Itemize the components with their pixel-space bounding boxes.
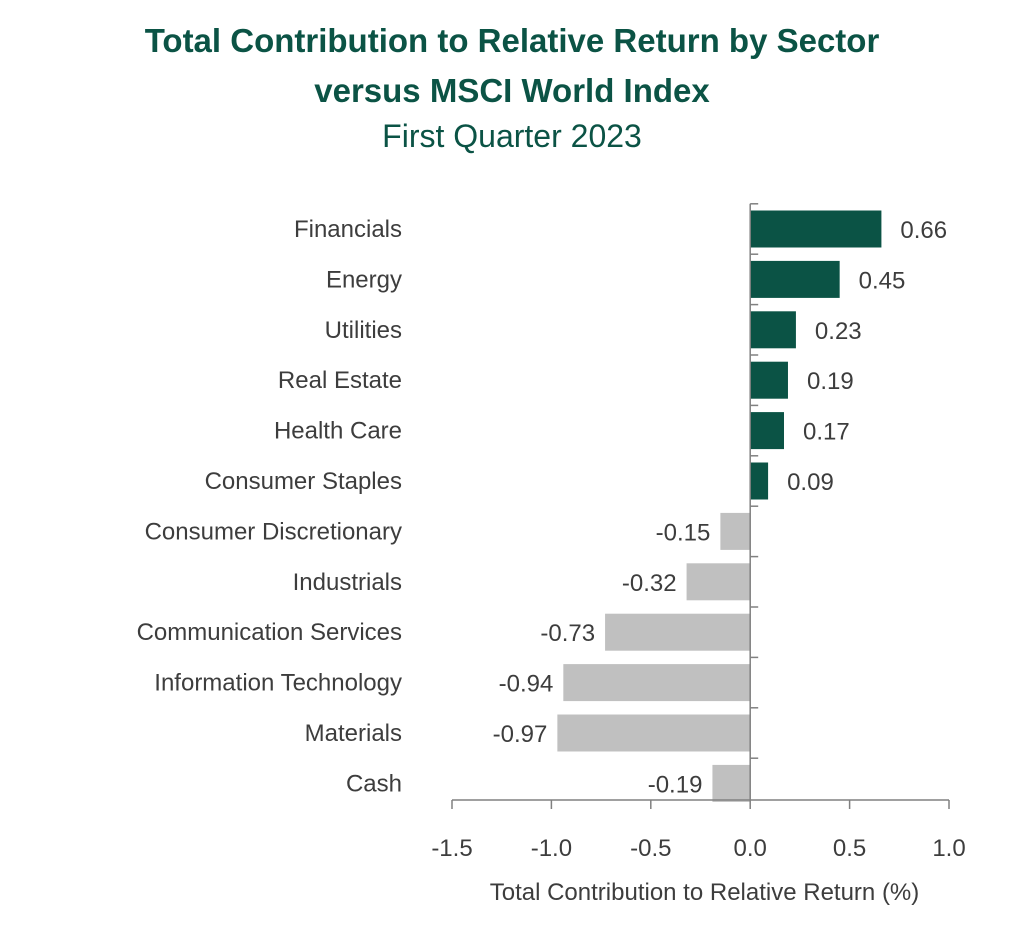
value-label-8: -0.73 [540,620,595,647]
category-label-0: Financials [294,216,402,243]
category-label-8: Communication Services [137,619,402,646]
bar-4 [750,412,784,450]
chart-title: Total Contribution to Relative Return by… [144,22,880,59]
value-label-3: 0.19 [807,368,854,395]
category-label-9: Information Technology [154,670,402,697]
bar-5 [750,462,769,500]
bar-7 [686,563,751,601]
category-label-7: Industrials [293,569,402,596]
bar-8 [605,613,751,651]
category-label-11: Cash [346,770,402,797]
value-label-10: -0.97 [493,721,548,748]
chart-subtitle: First Quarter 2023 [382,118,642,154]
x-tick-label-1: -1.0 [531,835,572,862]
bar-2 [750,311,796,349]
labels-layer: Financials 0.66 Energy 0.45 Utilities 0.23 Rea… [137,203,966,862]
value-label-7: -0.32 [622,570,677,597]
x-tick-label-0: -1.5 [431,835,472,862]
x-axis-title: Total Contribution to Relative Return (%… [490,879,920,906]
bar-0 [750,210,882,248]
category-label-1: Energy [326,266,402,293]
category-label-10: Materials [305,720,402,747]
value-label-5: 0.09 [787,469,834,496]
category-label-5: Consumer Staples [205,468,402,495]
value-label-0: 0.66 [900,217,947,244]
x-tick-label-4: 0.5 [833,835,866,862]
category-label-2: Utilities [325,317,402,344]
x-tick-label-5: 1.0 [932,835,965,862]
value-label-1: 0.45 [859,267,906,294]
axis-layer [452,203,949,801]
value-label-11: -0.19 [648,771,703,798]
chart-title-line2: versus MSCI World Index [314,72,710,109]
bar-9 [563,664,751,702]
bar-11 [712,764,751,802]
bar-3 [750,361,788,399]
category-label-3: Real Estate [278,367,402,394]
category-label-6: Consumer Discretionary [145,518,402,545]
x-tick-label-2: -0.5 [630,835,671,862]
value-label-4: 0.17 [803,419,850,446]
value-label-9: -0.94 [499,671,554,698]
bar-10 [557,714,751,752]
bar-6 [720,512,751,550]
bar-1 [750,260,840,298]
value-label-6: -0.15 [656,519,711,546]
value-label-2: 0.23 [815,318,862,345]
bars-layer [557,210,882,802]
x-tick-label-3: 0.0 [734,835,767,862]
category-label-4: Health Care [274,418,402,445]
